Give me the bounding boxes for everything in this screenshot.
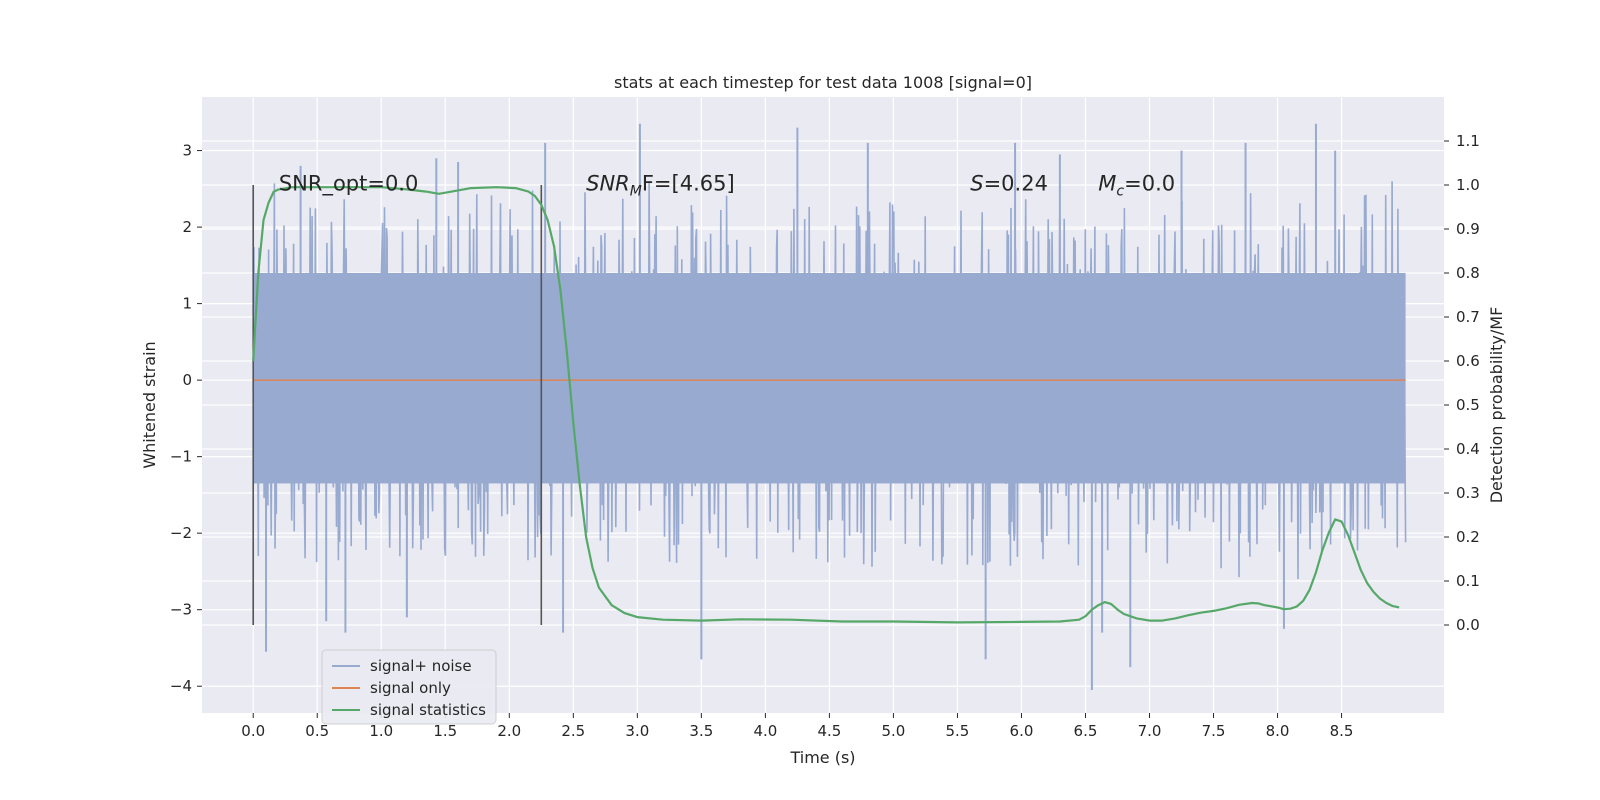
y-tick-label: −3 [170, 601, 192, 619]
noise-series [252, 123, 1407, 691]
x-tick-label: 4.5 [817, 722, 841, 740]
vertical-markers [252, 185, 543, 625]
stats-series [252, 186, 1400, 624]
x-tick-label: 0.0 [241, 722, 265, 740]
legend-box [321, 649, 497, 725]
y2-tick-label: 0.8 [1456, 264, 1480, 282]
x-tick-label: 5.5 [946, 722, 970, 740]
y2-tick-label: 1.0 [1456, 176, 1480, 194]
x-tick-label: 6.5 [1074, 722, 1098, 740]
y2-tick-label: 0.4 [1456, 440, 1480, 458]
y2-tick-label: 0.7 [1456, 308, 1480, 326]
y2-tick-label: 0.3 [1456, 484, 1480, 502]
ticks: 0.0 0.5 1.0 1.5 2.0 2.5 3.0 3.5 4.0 4.5 5.0 5.5 6.0 6… [170, 132, 1480, 740]
x-tick-label: 6.0 [1010, 722, 1034, 740]
x-tick-label: 3.5 [689, 722, 713, 740]
y2-tick-label: 0.5 [1456, 396, 1480, 414]
annotation-text: Mc=0.0 [1098, 171, 1175, 199]
x-tick-label: 8.0 [1266, 722, 1290, 740]
annotation-text: SNRMF=[4.65] [586, 171, 735, 199]
legend-label: signal statistics [370, 701, 486, 719]
y2-tick-label: 0.2 [1456, 528, 1480, 546]
y-tick-label: −4 [170, 677, 192, 695]
x-tick-label: 7.5 [1202, 722, 1226, 740]
annotation-text: SNR_opt=0.0 [279, 171, 419, 196]
y-tick-label: 0 [182, 371, 192, 389]
x-tick-label: 8.5 [1330, 722, 1354, 740]
x-tick-label: 0.5 [305, 722, 329, 740]
x-tick-label: 1.0 [369, 722, 393, 740]
legend: signal+ noise signal only signal statistic… [321, 649, 497, 725]
y2-tick-label: 1.1 [1456, 132, 1480, 150]
y-tick-label: 1 [182, 295, 192, 313]
y2-tick-label: 0.9 [1456, 220, 1480, 238]
y2-tick-label: 0.6 [1456, 352, 1480, 370]
x-axis-label: Time (s) [789, 748, 855, 767]
y-axis-label: Whitened strain [140, 341, 159, 468]
x-tick-label: 2.5 [561, 722, 585, 740]
y-tick-label: −1 [170, 448, 192, 466]
noise-core-band [253, 273, 1406, 484]
x-tick-label: 7.0 [1138, 722, 1162, 740]
y-tick-label: 3 [182, 142, 192, 160]
x-tick-label: 1.5 [433, 722, 457, 740]
stats-line [252, 186, 1400, 624]
x-tick-label: 5.0 [881, 722, 905, 740]
y-tick-label: 2 [182, 218, 192, 236]
legend-label: signal only [370, 679, 451, 697]
x-tick-label: 3.0 [625, 722, 649, 740]
chart-title: stats at each timestep for test data 100… [614, 73, 1032, 92]
x-tick-label: 2.0 [497, 722, 521, 740]
annotation-text: S=0.24 [970, 171, 1048, 195]
y2-tick-label: 0.1 [1456, 572, 1480, 590]
legend-label: signal+ noise [370, 657, 472, 675]
y2-axis-label: Detection probability/MF [1487, 307, 1506, 504]
annotations: SNR_opt=0.0 SNRMF=[4.65] S=0.24 Mc=0.0 [279, 171, 1175, 199]
y2-tick-label: 0.0 [1456, 616, 1480, 634]
x-tick-label: 4.0 [753, 722, 777, 740]
y-tick-label: −2 [170, 524, 192, 542]
